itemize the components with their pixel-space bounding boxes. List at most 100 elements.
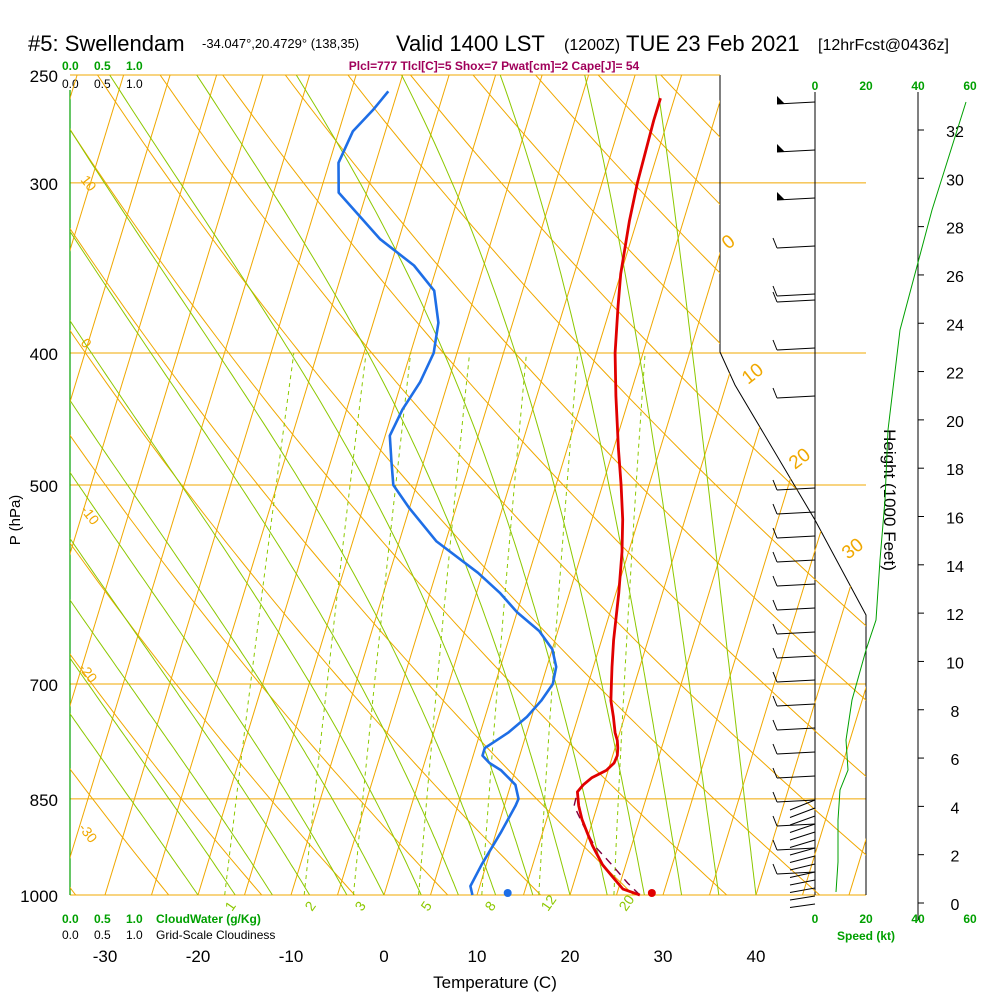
temperature-profile [576,97,662,897]
wind-barb-low [789,847,816,856]
cloud-bottom-green-tick: 0.0 [62,912,79,926]
dry-adiabat-line [472,75,866,895]
wind-barb-flag [777,192,785,200]
wind-barb-feather [772,503,778,515]
temperature-tick-label: 40 [747,947,766,966]
cloud-bottom-black-tick: 0.5 [94,928,111,942]
isotherm-line [197,75,450,895]
moist-adiabat-line [499,75,683,895]
wind-barb [776,559,816,563]
mixing-ratio-label: 5 [417,898,435,914]
dry-adiabat-label: 20 [785,444,815,474]
wind-barb-low [789,815,816,826]
isotherm-line [942,75,1000,895]
height-tick-label: 22 [946,366,964,383]
plot-right-boundary [719,75,867,895]
wind-barb-feather [772,863,778,875]
height-tick-label: 14 [946,559,964,576]
speed-tick-top: 0 [812,79,819,93]
wind-barb-feather [772,291,778,303]
dry-adiabat-line [911,75,1000,895]
station-coords: -34.047°,20.4729° (138,35) [202,36,359,51]
pressure-tick-label: 300 [30,175,58,194]
wind-barb-low [789,903,816,908]
isotherm-line [70,75,171,895]
zulu-time: (1200Z) [564,37,620,54]
wind-barb-feather [772,479,778,491]
y-axis-title: P (hPa) [7,495,24,546]
isotherm-line [70,75,311,895]
moist-adiabat-line [70,75,348,895]
stability-indices: Plcl=777 Tlcl[C]=5 Shox=7 Pwat[cm]=2 Cap… [349,59,640,73]
dry-adiabat-label: 10 [738,359,768,389]
height-tick-label: 16 [946,511,964,528]
cloudiness-label: Grid-Scale Cloudiness [156,928,275,942]
moist-adiabat-line [109,75,534,895]
pressure-tick-label: 850 [30,791,58,810]
wind-barb-low [789,823,816,833]
wind-barb-feather [772,647,778,659]
speed-tick-top: 40 [911,79,925,93]
temperature-tick-label: 0 [379,947,388,966]
height-profile-line [835,101,967,893]
temperature-tick-label: 10 [468,947,487,966]
wind-barb-feather [772,671,778,683]
wind-barb [776,535,816,539]
temperature-tick-label: 20 [561,947,580,966]
wind-barb-low [789,831,816,841]
dry-adiabat-line [284,75,866,895]
wind-barb-low [789,871,816,878]
cloudwater-label: CloudWater (g/Kg) [156,912,261,926]
height-tick-label: 10 [946,655,964,672]
wind-barb [776,583,816,587]
height-tick-label: 30 [946,172,964,189]
valid-date: TUE 23 Feb 2021 [626,31,800,56]
wind-barb [776,607,816,611]
wind-barb [776,727,816,731]
moist-adiabat-line [70,75,236,895]
wind-barb-feather [772,695,778,707]
cloud-top-black-tick: 0.0 [62,77,79,91]
moist-adiabat-line [655,75,757,895]
isotherm-line [662,75,866,895]
speed-tick-bottom: 20 [859,912,873,926]
speed-tick-bottom: 60 [963,912,977,926]
wind-barb [776,511,816,515]
moist-adiabat-line [70,75,385,895]
temperature-tick-label: -20 [186,947,211,966]
cloud-top-green-tick: 1.0 [126,59,143,73]
wind-barb-feather [772,599,778,611]
mixing-ratio-line [303,352,367,895]
dry-adiabat-label: 30 [838,534,868,564]
dry-adiabat-line [159,75,866,895]
moist-adiabat-line [70,75,273,895]
isotherm-line [151,75,404,895]
dry-adiabat-line [70,75,728,895]
height-tick-label: 28 [946,221,964,238]
isotherm-line [104,75,357,895]
moist-adiabat-line [295,75,608,895]
dry-adiabat-line [222,75,866,895]
wind-barb-feather [772,527,778,539]
cloud-bottom-green-tick: 0.5 [94,912,111,926]
isotherm-label: -30 [76,820,101,846]
wind-barb-feather [772,791,778,803]
cloud-bottom-black-tick: 1.0 [126,928,143,942]
height-tick-label: 20 [946,414,964,431]
wind-barb [776,871,816,875]
isotherm-line [70,75,125,895]
moist-adiabat-line [584,75,720,895]
wind-barb [776,799,816,803]
wind-barb-low [789,879,816,886]
wind-barb-feather [772,767,778,779]
wind-barb [776,703,816,707]
wind-barb [776,775,816,779]
wind-barb-feather [772,387,778,399]
cloud-top-green-tick: 0.0 [62,59,79,73]
moist-adiabat-line [70,75,199,895]
speed-label: Speed (kt) [837,929,895,943]
isotherm-line [430,75,683,895]
mixing-ratio-line [613,352,646,895]
mixing-ratio-label: 2 [301,898,319,914]
wind-barb-feather [772,551,778,563]
